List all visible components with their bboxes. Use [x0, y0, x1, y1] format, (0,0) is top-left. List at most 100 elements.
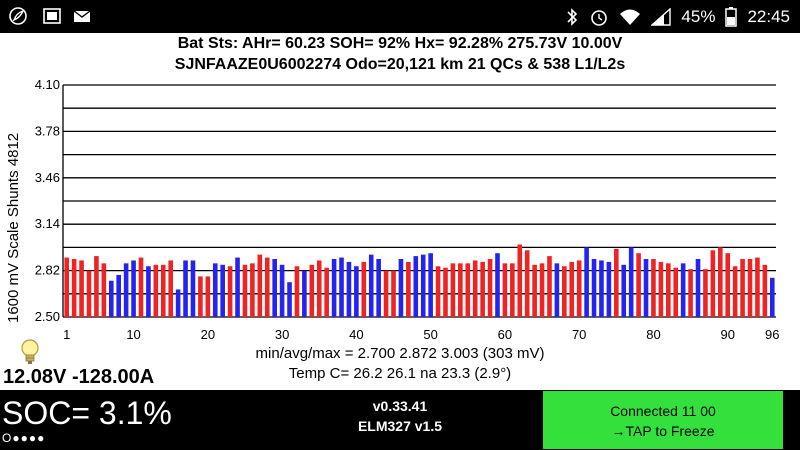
cell-bar [64, 257, 70, 317]
cell-bar [361, 261, 367, 317]
grid-lines [62, 84, 776, 318]
leaf-icon [9, 7, 27, 25]
cell-bar [547, 256, 552, 317]
cell-bar [517, 244, 523, 317]
cell-bar [510, 263, 515, 317]
cell-bar [443, 267, 448, 317]
cell-bar [160, 264, 166, 317]
alarm-icon [591, 9, 608, 26]
cell-bar [643, 259, 649, 317]
cell-bar [227, 266, 233, 317]
cell-bar [680, 263, 686, 317]
y-tick-label: 2.82 [35, 263, 60, 278]
cell-bar [168, 260, 173, 317]
cell-bar [599, 260, 604, 317]
cell-bar [458, 263, 463, 317]
x-tick-labels: 1 10 20 30 40 50 60 70 80 90 96 [63, 327, 779, 342]
cell-bar [703, 269, 708, 317]
cell-bar [257, 254, 263, 317]
y-tick-label: 3.46 [35, 170, 60, 185]
cell-bar [495, 253, 500, 317]
battery-icon [725, 6, 738, 27]
cell-bar [242, 264, 248, 317]
cell-bar [131, 260, 136, 317]
cell-bar [465, 263, 471, 317]
signal-icon [651, 7, 672, 26]
cell-bar [309, 264, 315, 317]
cell-bar [108, 280, 114, 317]
cell-bar [472, 260, 478, 317]
cell-bar [606, 261, 612, 317]
cell-bar [316, 260, 322, 317]
cell-bar [346, 261, 352, 317]
cell-bar [569, 261, 575, 317]
y-axis-label: 1600 mV Scale Shunts 4812 [5, 133, 22, 323]
cell-bar [747, 259, 753, 317]
cell-bar [762, 264, 768, 317]
cell-bar [183, 260, 188, 317]
x-tick-label: 10 [126, 327, 140, 342]
cell-bar [79, 260, 84, 317]
app-version: v0.33.41 [372, 398, 428, 414]
cell-bar [212, 263, 218, 317]
x-tick-label: 60 [498, 327, 512, 342]
cell-bar [636, 253, 641, 317]
cell-bar [146, 266, 151, 317]
cell-bar [695, 259, 701, 317]
cell-bar [94, 256, 99, 317]
cell-bar [331, 259, 337, 317]
cell-voltage-chart: 1600 mV Scale Shunts 4812 4.10 3.78 3.46 3.… [5, 77, 780, 342]
y-tick-labels: 4.10 3.78 3.46 3.14 2.82 2.50 [35, 77, 60, 324]
cell-bar [755, 257, 760, 317]
cell-bar [428, 253, 433, 317]
temperature-text: Temp C= 26.2 26.1 na 23.3 (2.9°) [288, 365, 512, 382]
cell-bar [628, 247, 634, 317]
cell-bar [264, 257, 270, 317]
x-tick-label: 90 [720, 327, 734, 342]
cell-bar [198, 276, 203, 317]
cell-bar [175, 289, 181, 317]
wifi-icon [620, 9, 641, 25]
cell-bar [420, 254, 426, 317]
cell-bar [138, 257, 144, 317]
lightbulb-icon[interactable] [20, 339, 40, 367]
cell-bar [539, 263, 545, 317]
cell-bar [688, 269, 693, 317]
cell-bar [666, 263, 671, 317]
cell-bar [406, 261, 411, 317]
tap-to-freeze-label: →TAP to Freeze [611, 423, 715, 439]
pack-voltage-current: 12.08V -128.00A [3, 366, 155, 388]
cell-bar [376, 259, 381, 317]
cell-bar [123, 263, 129, 317]
cell-bar [562, 266, 567, 317]
cell-bar [710, 250, 716, 317]
cell-bar [413, 256, 419, 317]
y-tick-label: 4.10 [35, 77, 60, 92]
cell-bar [435, 266, 441, 317]
cell-bar [279, 264, 285, 317]
cell-bar [86, 270, 92, 317]
vehicle-info-line: SJNFAAZE0U6002274 Odo=20,121 km 21 QCs &… [174, 56, 626, 73]
cell-bar [205, 276, 211, 317]
cell-bar [354, 266, 359, 317]
cell-bar [450, 263, 456, 317]
tap-to-freeze-button[interactable]: Connected 11 00 →TAP to Freeze [543, 391, 783, 449]
x-tick-label: 20 [201, 327, 215, 342]
cell-bar [287, 282, 292, 317]
clock-time: 22:45 [747, 6, 790, 26]
min-avg-max-text: min/avg/max = 2.700 2.872 3.003 (303 mV) [255, 345, 545, 362]
cell-bar [250, 263, 255, 317]
cell-bar [532, 264, 537, 317]
cell-bar [220, 264, 225, 317]
cell-bar [673, 267, 679, 317]
cell-bar [398, 259, 404, 317]
cell-bar [339, 257, 344, 317]
cell-bar [101, 263, 107, 317]
bars [64, 244, 775, 317]
cell-bar [658, 261, 664, 317]
cell-bar [153, 264, 159, 317]
cell-bar [651, 259, 656, 317]
x-tick-label: 40 [349, 327, 363, 342]
gallery-icon [43, 8, 61, 24]
cell-bar [116, 274, 122, 317]
